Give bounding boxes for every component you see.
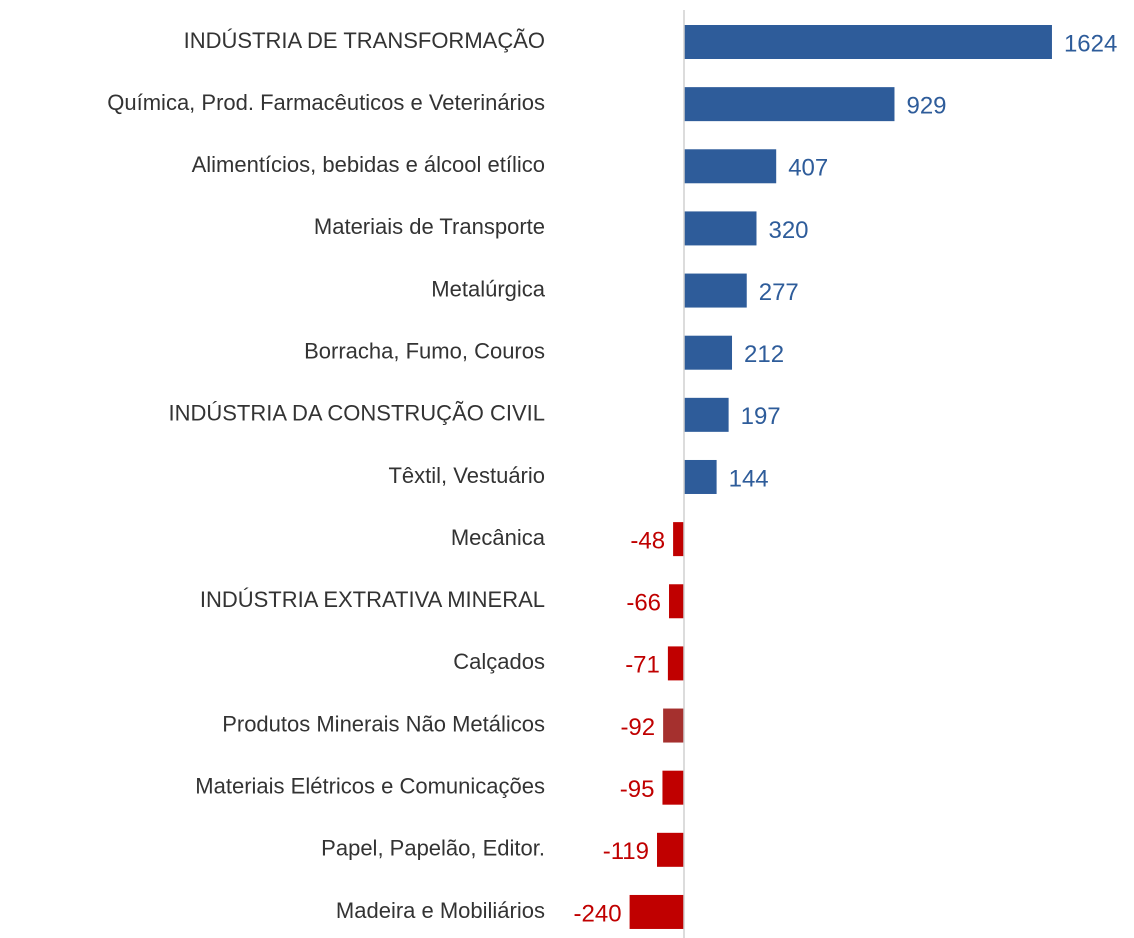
value-label: -95 <box>620 776 655 803</box>
category-label: INDÚSTRIA EXTRATIVA MINERAL <box>200 587 545 612</box>
bar <box>683 397 729 432</box>
category-label: Papel, Papelão, Editor. <box>321 836 545 861</box>
bar <box>662 770 684 805</box>
value-label: 212 <box>744 341 784 368</box>
value-label: -92 <box>620 714 655 741</box>
category-label: Química, Prod. Farmacêuticos e Veterinár… <box>107 90 545 115</box>
bar <box>683 149 777 184</box>
value-label: 929 <box>906 92 946 119</box>
category-label: Madeira e Mobiliários <box>336 898 545 923</box>
value-label: 197 <box>741 403 781 430</box>
value-label: -71 <box>625 652 660 679</box>
category-label: Borracha, Fumo, Couros <box>304 339 545 364</box>
bar <box>663 708 684 743</box>
bar <box>629 894 684 929</box>
value-label: 144 <box>729 465 769 492</box>
bar <box>683 87 895 122</box>
category-label: INDÚSTRIA DA CONSTRUÇÃO CIVIL <box>168 401 545 426</box>
bar <box>673 522 684 557</box>
category-label: Produtos Minerais Não Metálicos <box>222 711 545 736</box>
bar <box>657 832 684 867</box>
category-label: Alimentícios, bebidas e álcool etílico <box>192 152 545 177</box>
bar <box>683 335 733 370</box>
bar <box>669 584 684 619</box>
value-label: -66 <box>626 590 661 617</box>
bar <box>683 211 757 246</box>
category-label: Calçados <box>453 649 545 674</box>
category-label: Materiais de Transporte <box>314 214 545 239</box>
bar <box>683 459 717 494</box>
category-label: Materiais Elétricos e Comunicações <box>195 773 545 798</box>
category-label: Mecânica <box>451 525 546 550</box>
value-label: -119 <box>603 838 649 865</box>
value-label: 277 <box>759 279 799 306</box>
bar <box>667 646 684 681</box>
value-label: 1624 <box>1064 30 1117 57</box>
category-label: INDÚSTRIA DE TRANSFORMAÇÃO <box>184 28 545 53</box>
value-label: -240 <box>574 900 622 927</box>
bar <box>683 273 747 308</box>
category-label: Metalúrgica <box>431 276 545 301</box>
value-label: 320 <box>768 217 808 244</box>
category-label: Têxtil, Vestuário <box>388 463 545 488</box>
bar <box>683 25 1052 59</box>
value-label: 407 <box>788 155 828 182</box>
value-label: -48 <box>630 527 665 554</box>
